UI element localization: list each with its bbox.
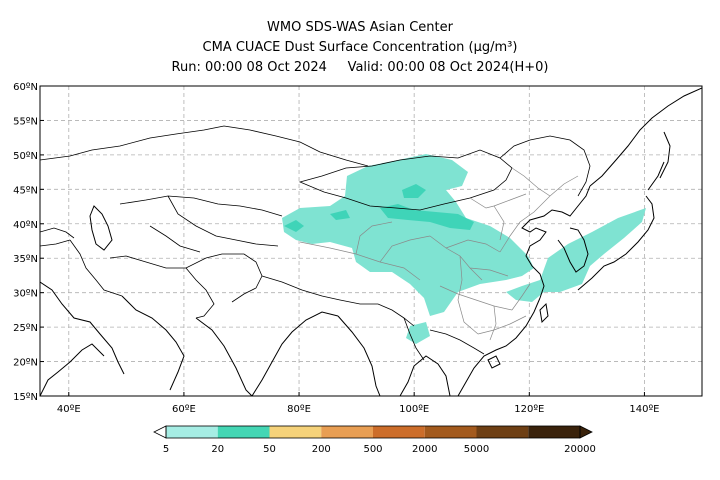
province-lines-west: [299, 221, 431, 281]
dust-plume-mongolia-china: [282, 154, 534, 316]
lat-tick-label: 35ºN: [13, 254, 38, 265]
colorbar-label: 20: [211, 444, 224, 455]
coast-japan: [577, 161, 665, 291]
coast-southeast-asia: [337, 297, 541, 396]
colorbar-label: 500: [363, 444, 382, 455]
coastlines: [40, 87, 702, 396]
coast-india: [195, 311, 339, 396]
country-borders: [40, 125, 591, 361]
lat-tick-label: 55ºN: [13, 116, 38, 127]
colorbar-label: 50: [263, 444, 276, 455]
map-subtitle: CMA CUACE Dust Surface Concentration (μg…: [202, 40, 518, 55]
lat-tick-label: 50ºN: [13, 151, 38, 162]
lon-tick-label: 40ºE: [57, 404, 81, 415]
lat-tick-label: 30ºN: [13, 289, 38, 300]
coast-east-china: [521, 185, 591, 299]
colorbar-label: 200: [312, 444, 331, 455]
border-china-india: [261, 275, 415, 327]
coast-taiwan: [539, 302, 549, 324]
province-lines-east: [477, 175, 579, 341]
border-russia-kazakhstan: [40, 125, 369, 167]
lat-tick-label: 25ºN: [13, 323, 38, 334]
coast-hainan: [487, 355, 501, 369]
lat-tick-label: 15ºN: [13, 392, 38, 403]
province-lines-central: [429, 235, 513, 335]
lon-tick-label: 60ºE: [172, 404, 196, 415]
dust-core-west: [284, 220, 304, 232]
lon-tick-label: 80ºE: [287, 404, 311, 415]
colorbar-segment: [166, 426, 218, 438]
dust-core-gobi: [380, 204, 474, 230]
border-russia-china-ne: [499, 135, 591, 197]
coast-russia-pacific: [589, 87, 702, 187]
colorbar-min-arrow: [153, 425, 167, 439]
colorbar-label: 5: [163, 444, 169, 455]
coast-arabia-persia: [40, 281, 185, 396]
colorbar-frame: [165, 425, 581, 439]
colorbar-segment: [373, 426, 425, 438]
border-indochina: [403, 317, 485, 361]
province-borders: [299, 167, 579, 341]
colorbar-segment: [269, 426, 322, 438]
lat-tick-label: 20ºN: [13, 358, 38, 369]
province-lines-north: [469, 167, 551, 209]
coast-korea: [557, 227, 589, 273]
colorbar-label: 20000: [564, 444, 596, 455]
lat-tick-label: 40ºN: [13, 220, 38, 231]
colorbar-segment: [424, 426, 477, 438]
coast-caspian: [89, 205, 113, 251]
border-central-asia: [109, 195, 283, 269]
colorbar-segment: [476, 426, 529, 438]
colorbar-label: 2000: [412, 444, 437, 455]
dust-core-west2: [330, 210, 350, 220]
map-title: WMO SDS-WAS Asian Center: [267, 20, 453, 35]
border-afghanistan-pakistan: [185, 253, 263, 319]
lon-tick-label: 140ºE: [629, 404, 659, 415]
dust-core-north: [402, 184, 426, 198]
lat-tick-label: 45ºN: [13, 185, 38, 196]
lon-tick-label: 120ºE: [514, 404, 544, 415]
colorbar-segment: [528, 426, 580, 438]
latitude-labels: 60ºN 55ºN 50ºN 45ºN 40ºN 35ºN 30ºN 25ºN 20ºN 15ºN: [13, 82, 44, 403]
colorbar-segment: [217, 426, 270, 438]
border-turkey: [40, 227, 75, 239]
border-iran-iraq: [40, 239, 123, 297]
map-border: [39, 85, 703, 397]
border-mongolia: [298, 149, 513, 211]
longitude-labels: 40ºE 60ºE 80ºE 100ºE 120ºE 140ºE: [57, 392, 659, 415]
lon-tick-label: 100ºE: [399, 404, 429, 415]
colorbar-max-arrow: [579, 425, 593, 439]
colorbar-segment: [321, 426, 373, 438]
run-valid-info: Run: 00:00 08 Oct 2024 Valid: 00:00 08 O…: [171, 60, 549, 75]
lat-tick-label: 60ºN: [13, 82, 38, 93]
colorbar-legend: 5 20 50 200 500 2000 5000 20000: [153, 425, 596, 455]
colorbar-label: 5000: [464, 444, 489, 455]
